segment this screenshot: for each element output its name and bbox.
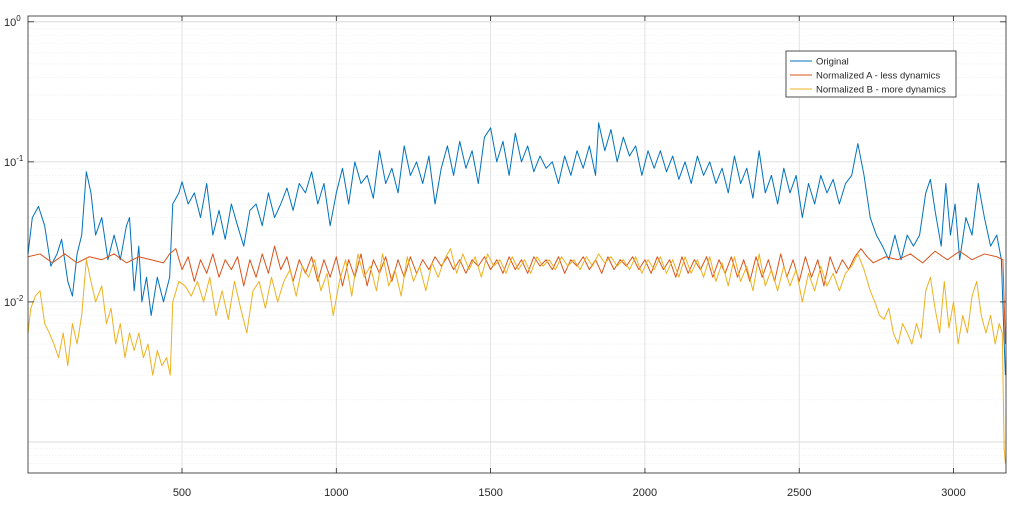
y-tick-label: 10-1 <box>4 154 24 169</box>
series-line-1 <box>27 245 1006 345</box>
x-tick-label: 2500 <box>787 487 811 499</box>
legend-entry-0: Original <box>816 57 849 68</box>
legend-box <box>785 50 957 98</box>
x-tick-label: 500 <box>173 487 191 499</box>
y-tick-label: 100 <box>4 14 21 29</box>
x-tick-label: 1000 <box>324 487 348 499</box>
y-tick-label: 10-2 <box>4 294 24 309</box>
legend-entry-1: Normalized A - less dynamics <box>816 71 940 82</box>
plot-frame <box>27 15 1007 474</box>
grid-lines <box>28 16 1006 474</box>
legend-entry-2: Normalized B - more dynamics <box>816 85 946 96</box>
series-layer <box>27 122 1006 464</box>
axis-ticks: 500 1000 1500 2000 2500 3000 10-2 10-1 100 <box>4 14 1006 499</box>
x-tick-label: 2000 <box>633 487 657 499</box>
x-tick-label: 1500 <box>478 487 502 499</box>
legend: Original Normalized A - less dynamics Norm… <box>785 50 957 98</box>
series-line-0 <box>27 122 1006 376</box>
series-line-2 <box>27 248 1006 464</box>
x-tick-label: 3000 <box>941 487 965 499</box>
